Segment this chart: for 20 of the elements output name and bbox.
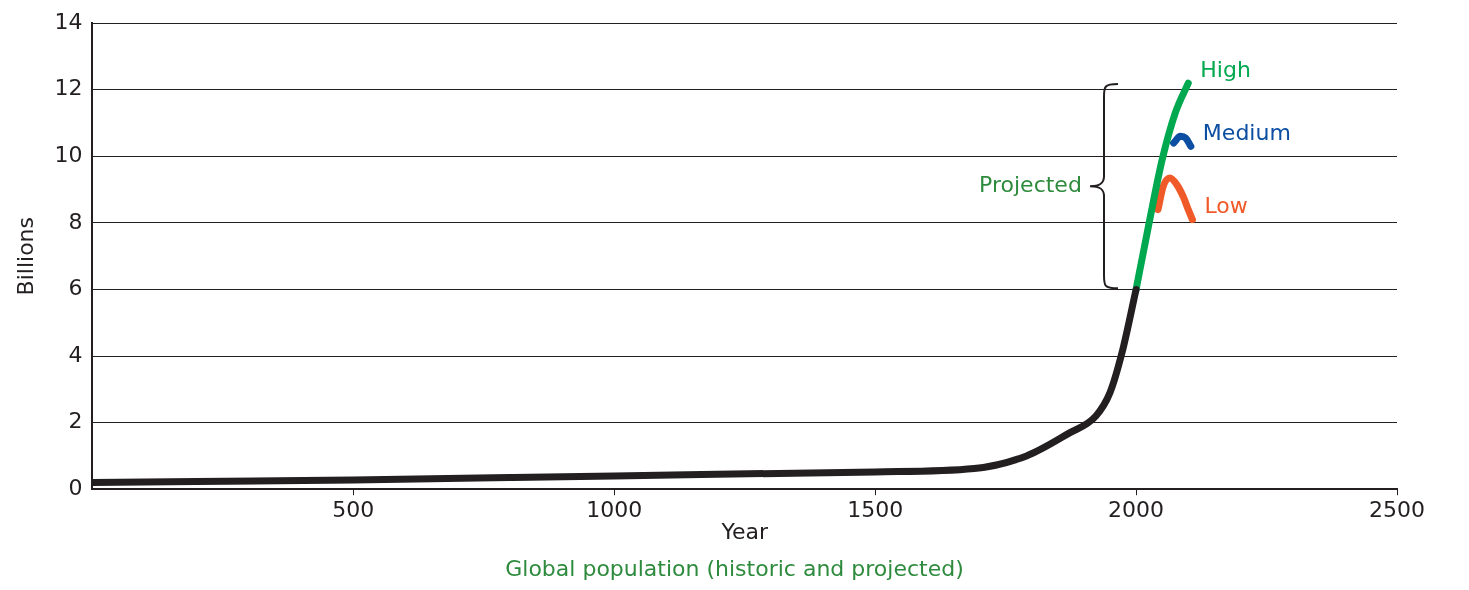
x-tick-label: 500 xyxy=(332,497,375,523)
series-label: Medium xyxy=(1202,120,1291,146)
y-tick-label: 0 xyxy=(68,474,83,500)
annotation: Projected xyxy=(979,172,1082,198)
y-tick-label: 14 xyxy=(54,8,83,34)
x-tick-label: 1500 xyxy=(847,497,904,523)
y-tick-label: 6 xyxy=(68,275,83,301)
x-tick-label: 1000 xyxy=(586,497,643,523)
y-tick-label: 12 xyxy=(54,75,83,101)
text: Global population (historic and projected) xyxy=(504,556,965,581)
y-tick-label: 10 xyxy=(54,142,83,168)
y-axis-title: Billions xyxy=(12,216,38,296)
x-tick-label: 2000 xyxy=(1108,497,1165,523)
x-tick-label: 2500 xyxy=(1369,497,1425,523)
y-tick-label: 2 xyxy=(68,408,83,434)
y-tick-label: 4 xyxy=(68,341,83,367)
series-label: Low xyxy=(1204,193,1248,219)
x-axis-title: Year xyxy=(720,518,769,544)
y-tick-label: 8 xyxy=(68,208,83,234)
series-label: High xyxy=(1200,56,1251,82)
